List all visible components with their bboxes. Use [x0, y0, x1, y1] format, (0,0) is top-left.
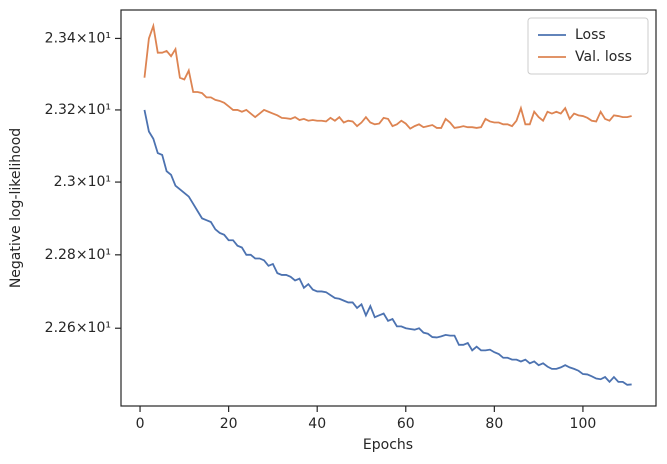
y-tick-label: 2.32×10¹ — [45, 102, 111, 118]
x-tick-label: 60 — [397, 416, 415, 432]
x-tick-label: 20 — [220, 416, 238, 432]
y-tick-label: 2.26×10¹ — [45, 320, 111, 336]
x-axis-label: Epochs — [363, 437, 413, 453]
legend-label: Loss — [575, 27, 606, 43]
y-tick-label: 2.3×10¹ — [54, 174, 111, 190]
plot-frame — [120, 9, 657, 407]
series-line — [143, 22, 632, 130]
series-line — [143, 109, 632, 386]
x-tick-label: 80 — [485, 416, 503, 432]
y-tick-label: 2.28×10¹ — [45, 247, 111, 263]
x-tick-label: 100 — [570, 416, 597, 432]
legend-label: Val. loss — [575, 49, 632, 65]
x-tick-label: 0 — [136, 416, 145, 432]
x-tick-label: 40 — [308, 416, 326, 432]
y-axis-label: Negative log-likelihood — [8, 128, 24, 288]
legend-box — [527, 17, 649, 75]
y-tick-label: 2.34×10¹ — [45, 30, 111, 46]
